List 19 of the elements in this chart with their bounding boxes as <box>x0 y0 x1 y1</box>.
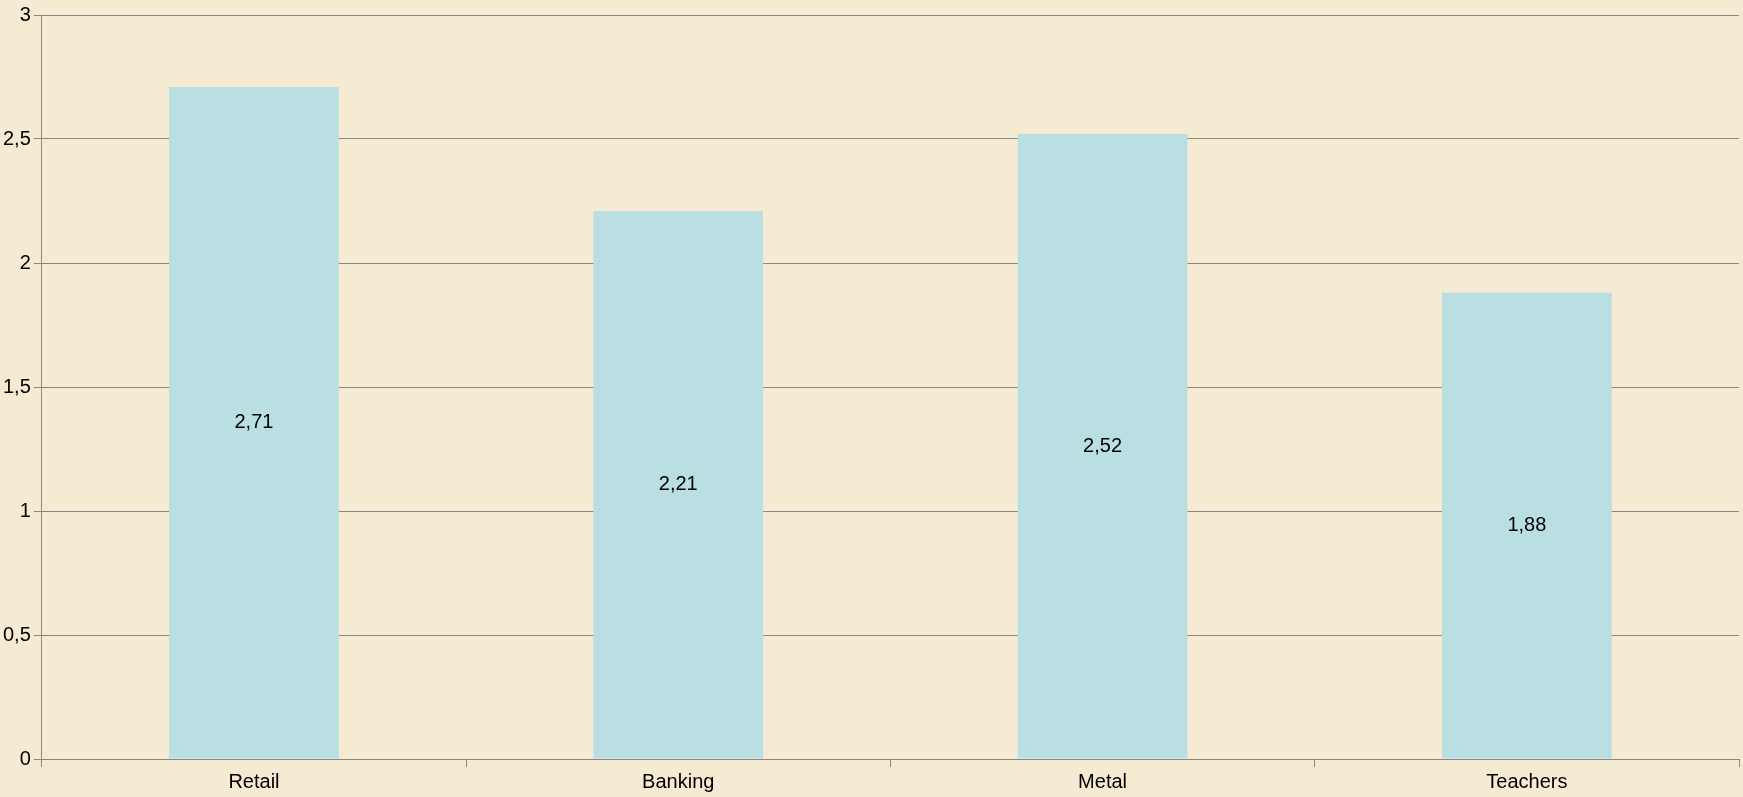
x-tick-label: Teachers <box>1486 769 1568 792</box>
bar <box>593 210 764 759</box>
bar <box>169 86 339 759</box>
data-label: 2,52 <box>1083 433 1123 456</box>
data-label: 2,21 <box>658 472 698 495</box>
y-tick-label: 3 <box>19 2 31 25</box>
data-label: 1,88 <box>1507 513 1547 536</box>
x-tick-label: Metal <box>1078 769 1127 792</box>
x-tick-label: Retail <box>228 769 280 792</box>
bar <box>1017 134 1188 759</box>
y-tick-label: 0,5 <box>2 622 31 645</box>
x-tick-label: Banking <box>642 769 715 792</box>
y-tick-label: 0 <box>19 746 31 769</box>
data-label: 2,71 <box>234 410 274 433</box>
y-tick-label: 2,5 <box>2 126 31 149</box>
y-tick-label: 1,5 <box>2 374 31 397</box>
y-tick-label: 2 <box>19 250 31 273</box>
bar <box>1441 292 1612 759</box>
y-tick-label: 1 <box>19 498 31 521</box>
